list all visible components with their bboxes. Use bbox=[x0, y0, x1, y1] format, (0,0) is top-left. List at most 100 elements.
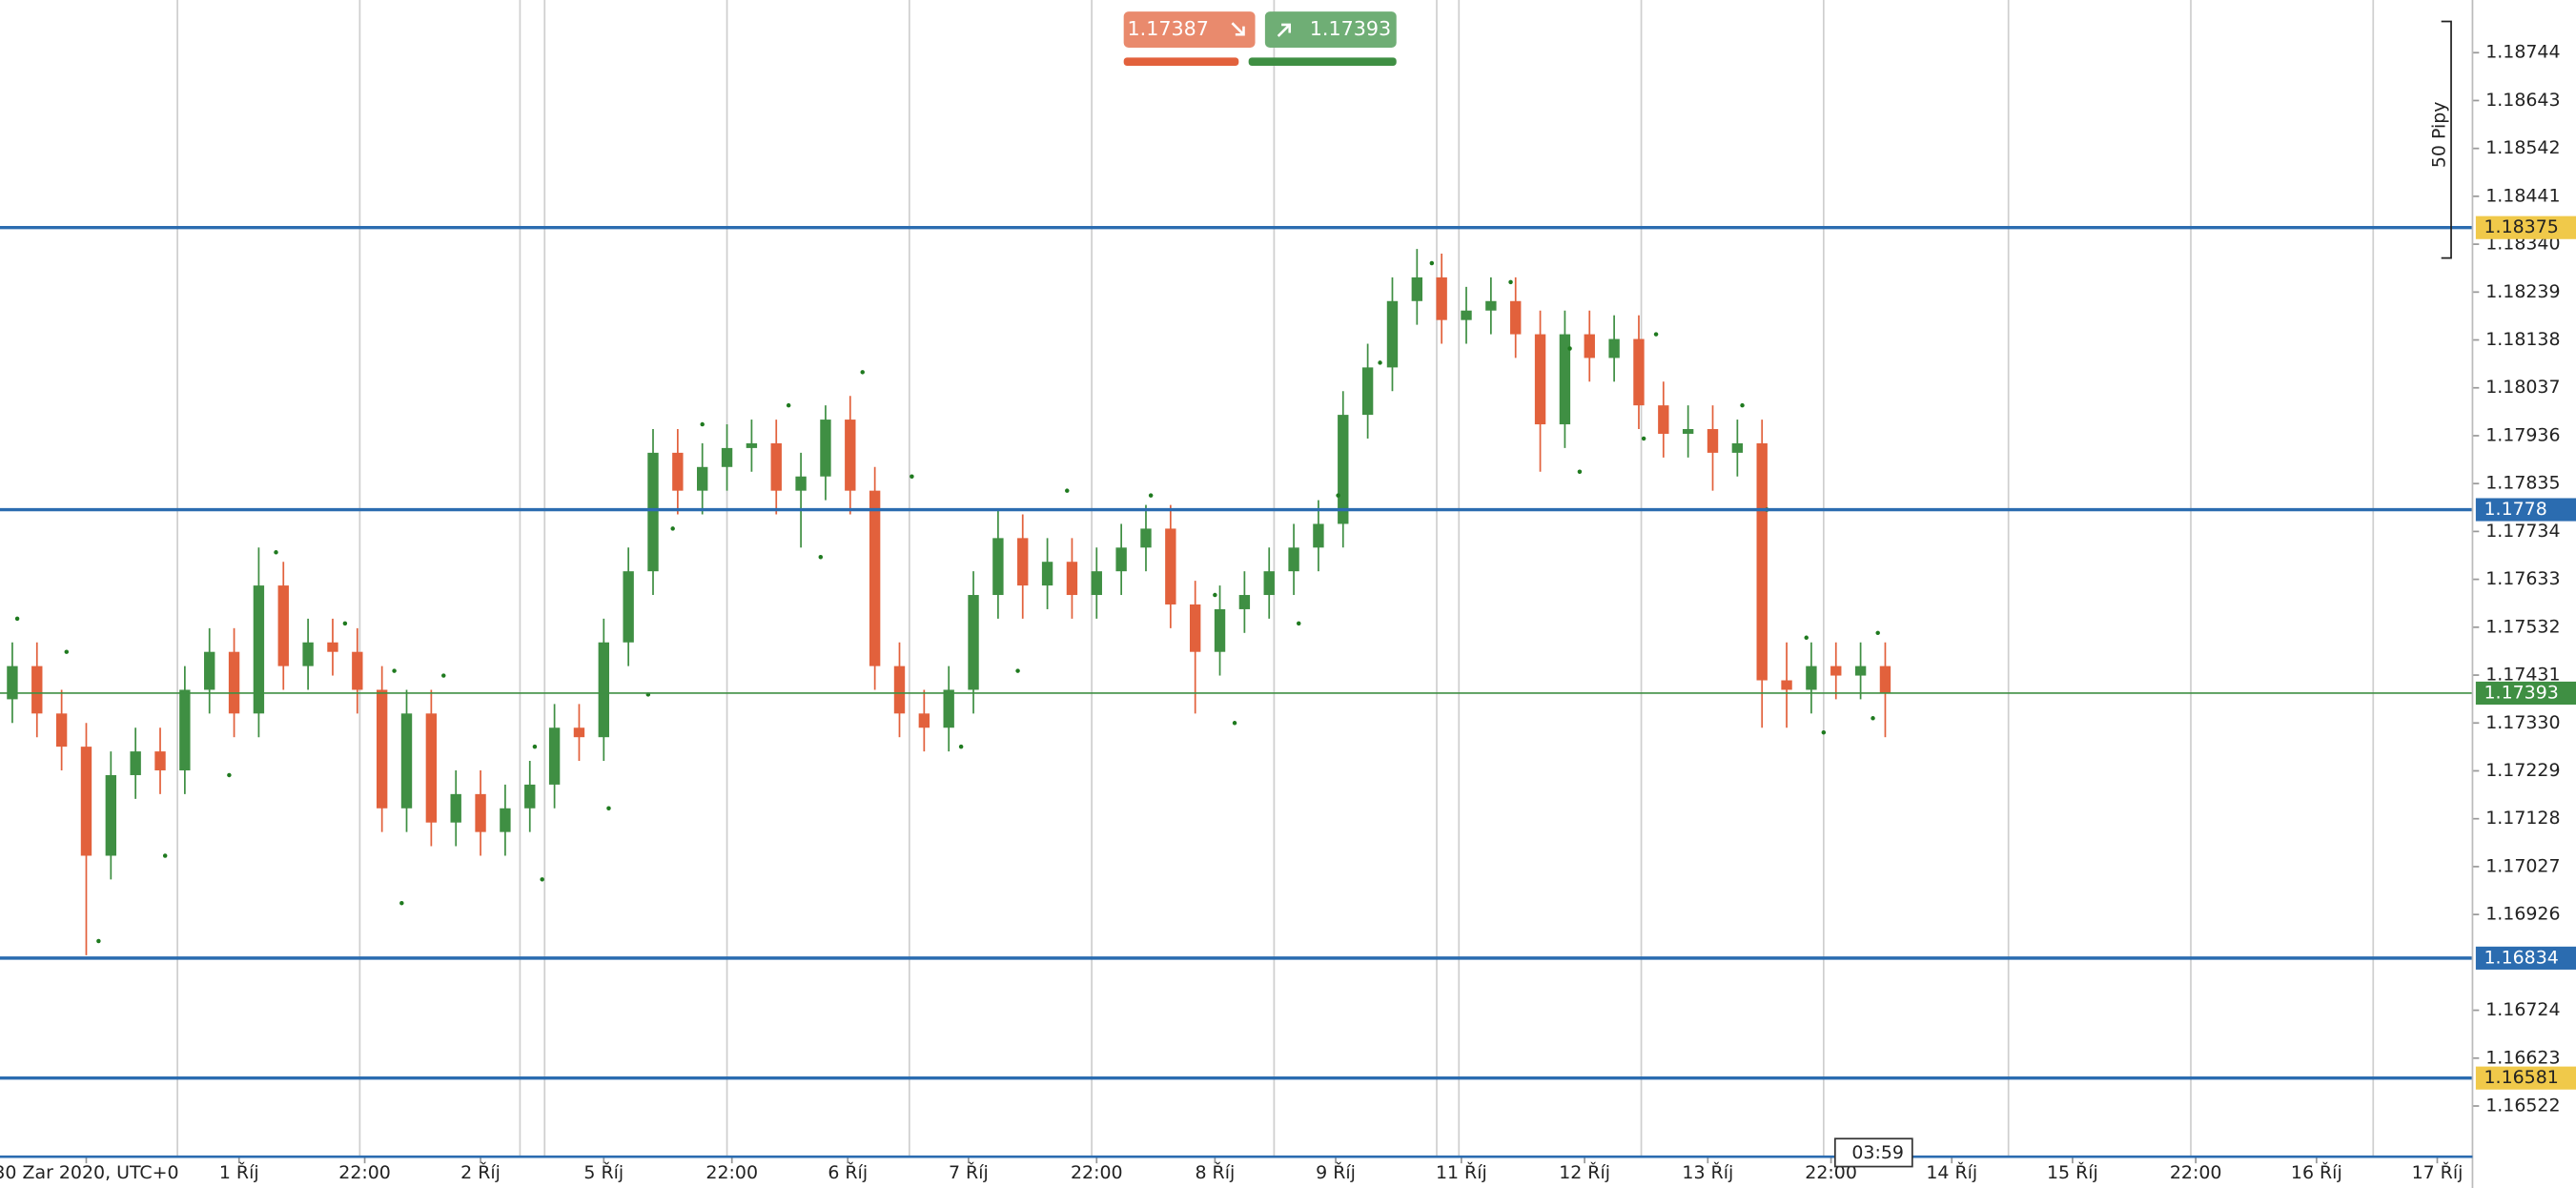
overlay: 1.17387 1.17393 50 Pipy 03:59 bbox=[0, 0, 2474, 1188]
x-tick-label: 7 Říj bbox=[949, 1161, 989, 1183]
candle-body bbox=[475, 793, 486, 832]
candle-body bbox=[1461, 310, 1472, 320]
candle-body bbox=[1214, 608, 1226, 652]
candle-body bbox=[1559, 334, 1571, 425]
sar-dot bbox=[1740, 402, 1745, 408]
candle-body bbox=[992, 538, 1004, 596]
candle-body bbox=[352, 651, 363, 690]
candle-body bbox=[1781, 680, 1792, 690]
candle-body bbox=[1361, 367, 1374, 416]
candle-body bbox=[968, 595, 979, 690]
sar-dot bbox=[399, 900, 404, 906]
sar-dot bbox=[64, 649, 70, 654]
candle-body bbox=[820, 420, 831, 477]
candle-body bbox=[1238, 595, 1251, 609]
candle-body bbox=[1411, 277, 1423, 301]
candle-body bbox=[548, 727, 561, 785]
bid-bar bbox=[1123, 57, 1239, 66]
sar-dot bbox=[96, 938, 101, 944]
y-tick-label: 1.18744 bbox=[2485, 42, 2560, 63]
sar-dot bbox=[1508, 279, 1513, 285]
bid-price[interactable]: 1.17387 bbox=[1127, 17, 1208, 40]
sar-dot bbox=[162, 853, 168, 858]
y-tick-label: 1.16522 bbox=[2485, 1096, 2560, 1116]
y-tick-label: 1.17936 bbox=[2485, 424, 2560, 445]
y-tick-label: 1.16926 bbox=[2485, 904, 2560, 925]
candle-body bbox=[1140, 528, 1152, 548]
level-label-box bbox=[2475, 1066, 2576, 1090]
candle-body bbox=[1830, 666, 1842, 676]
candle-body bbox=[524, 784, 536, 809]
candle-body bbox=[1707, 429, 1719, 453]
candle-body bbox=[573, 727, 585, 738]
candle-body bbox=[179, 689, 191, 770]
candle-body bbox=[1485, 300, 1497, 311]
sell-box[interactable] bbox=[1123, 11, 1256, 49]
level-label: 1.16581 bbox=[2484, 1067, 2559, 1088]
candle-body bbox=[55, 713, 68, 748]
y-tick-label: 1.17431 bbox=[2485, 665, 2560, 686]
range-bracket bbox=[2441, 20, 2452, 259]
sar-dot bbox=[1577, 469, 1583, 475]
sar-dot bbox=[1378, 360, 1382, 365]
candle-body bbox=[400, 713, 413, 809]
clock: 03:59 bbox=[1851, 1142, 1904, 1163]
x-tick-label: 22:00 bbox=[2170, 1162, 2222, 1183]
y-tick-label: 1.18542 bbox=[2485, 137, 2560, 158]
buy-button[interactable]: 1.17393 bbox=[1248, 11, 1397, 66]
candle-body bbox=[1879, 666, 1891, 693]
y-tick-label: 1.18138 bbox=[2485, 329, 2560, 350]
x-tick-label: 22:00 bbox=[1071, 1162, 1123, 1183]
candle-body bbox=[1510, 300, 1522, 335]
candle-body bbox=[623, 571, 634, 643]
candle-body bbox=[1756, 442, 1768, 681]
sar-dot bbox=[1148, 493, 1154, 498]
clock-box bbox=[1833, 1137, 1913, 1168]
sar-dot bbox=[860, 370, 865, 375]
candle-body bbox=[1658, 405, 1669, 434]
y-tick-label: 1.16724 bbox=[2485, 999, 2560, 1020]
x-tick-label: 2 Říj bbox=[460, 1161, 501, 1183]
candle-body bbox=[795, 476, 807, 491]
sar-dot bbox=[1232, 721, 1237, 726]
candle-body bbox=[1386, 300, 1399, 368]
buy-box[interactable] bbox=[1264, 11, 1397, 49]
sar-dot bbox=[786, 402, 791, 408]
sar-dot bbox=[1336, 493, 1340, 498]
x-tick-label: 12 Říj bbox=[1559, 1161, 1610, 1183]
candle-body bbox=[1189, 604, 1201, 652]
x-tick-label: 22:00 bbox=[705, 1162, 758, 1183]
candle-body bbox=[253, 585, 265, 714]
candle-body bbox=[7, 666, 18, 700]
sar-dot bbox=[227, 772, 232, 778]
candle-body bbox=[1436, 277, 1447, 320]
y-tick-label: 1.17128 bbox=[2485, 808, 2560, 829]
candle-body bbox=[31, 666, 43, 714]
candle-body bbox=[376, 689, 388, 809]
y-tick-label: 1.17229 bbox=[2485, 760, 2560, 781]
candle-body bbox=[918, 713, 930, 728]
y-tick-label: 1.17532 bbox=[2485, 616, 2560, 637]
y-tick-label: 1.17027 bbox=[2485, 855, 2560, 876]
level-label: 1.16834 bbox=[2484, 947, 2559, 968]
sar-dot bbox=[342, 621, 348, 626]
sar-dot bbox=[1871, 716, 1875, 721]
candle-body bbox=[697, 466, 708, 491]
sar-dot bbox=[1653, 332, 1659, 337]
candle-body bbox=[1115, 547, 1127, 572]
ask-price[interactable]: 1.17393 bbox=[1310, 17, 1391, 40]
level-label: 1.18375 bbox=[2484, 216, 2559, 237]
y-tick-label: 1.17633 bbox=[2485, 568, 2560, 589]
sar-dot bbox=[1821, 729, 1827, 735]
sar-dot bbox=[1065, 488, 1070, 493]
candle-body bbox=[302, 642, 314, 666]
y-tick-label: 1.18643 bbox=[2485, 90, 2560, 111]
sell-button[interactable]: 1.17387 bbox=[1123, 11, 1256, 66]
candle-body bbox=[746, 442, 758, 448]
y-tick-label: 1.18441 bbox=[2485, 185, 2560, 206]
candle-body bbox=[327, 642, 338, 652]
ask-bar bbox=[1248, 57, 1397, 66]
candle-body bbox=[647, 452, 659, 572]
